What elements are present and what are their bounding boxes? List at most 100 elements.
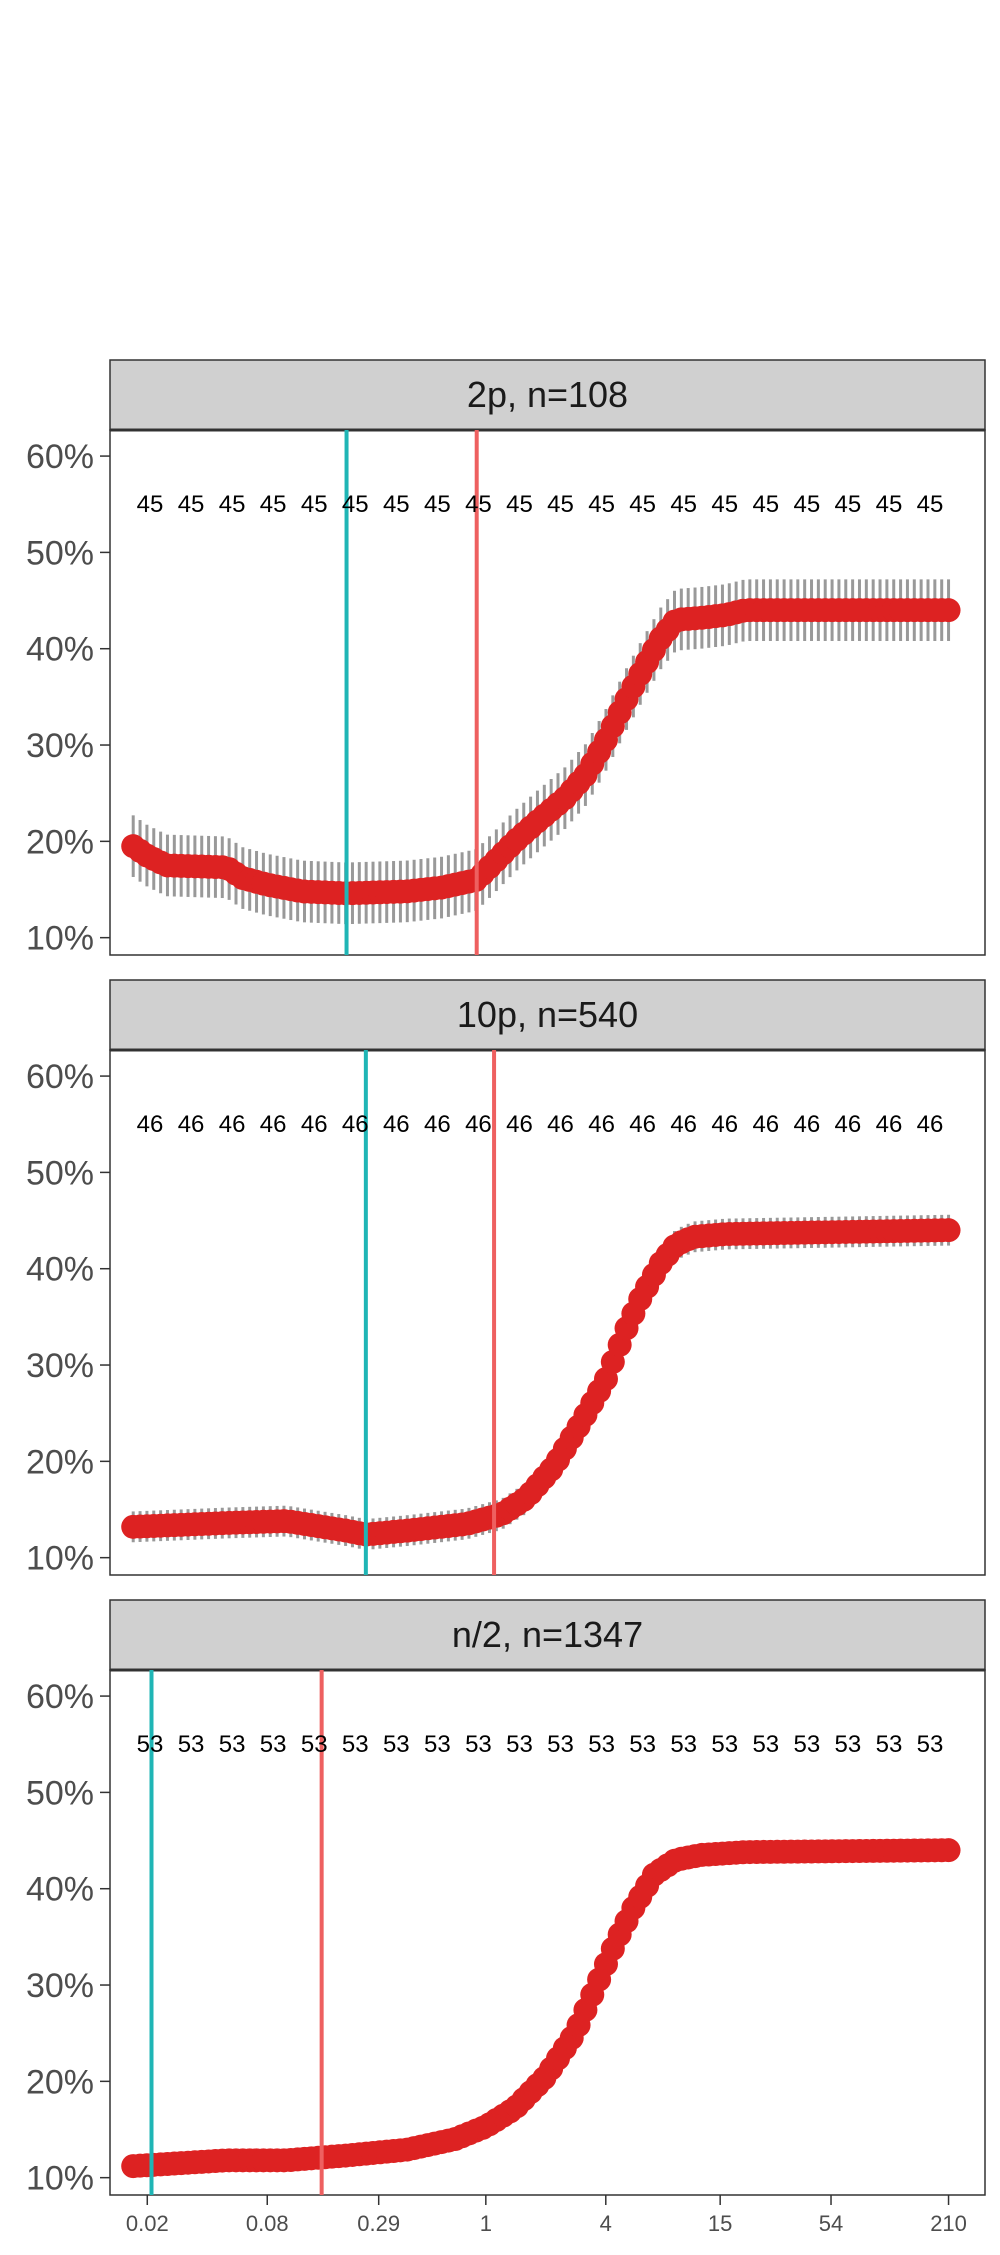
count-labels: 45 45 45 45 45 45 45 45 45 45 45 45 45 45 45 45 45 45 45 45 <box>137 491 944 518</box>
count-label: 45 <box>670 491 697 518</box>
data-points <box>121 579 961 925</box>
count-label: 46 <box>629 1111 656 1138</box>
count-label: 45 <box>588 491 615 518</box>
count-label: 53 <box>588 1731 615 1758</box>
y-tick-label: 50% <box>26 534 94 572</box>
count-label: 53 <box>547 1731 574 1758</box>
count-label: 46 <box>506 1111 533 1138</box>
count-label: 45 <box>547 491 574 518</box>
count-label: 45 <box>506 491 533 518</box>
count-label: 45 <box>178 491 205 518</box>
count-label: 45 <box>465 491 492 518</box>
panel-2: 10p, n=540 10% 20% 30% 40% 50% 60% 46 46 46 46 46 46… <box>26 979 986 1578</box>
data-points <box>121 1838 961 2179</box>
x-tick-label: 4 <box>600 2211 612 2236</box>
y-tick-label: 20% <box>26 823 94 861</box>
count-labels: 53 53 53 53 53 53 53 53 53 53 53 53 53 53 53 53 53 53 53 53 <box>137 1731 944 1758</box>
count-label: 53 <box>260 1731 287 1758</box>
y-tick-label: 20% <box>26 2063 94 2101</box>
count-label: 46 <box>917 1111 944 1138</box>
count-label: 45 <box>260 491 287 518</box>
count-label: 53 <box>178 1731 205 1758</box>
count-label: 53 <box>383 1731 410 1758</box>
count-label: 45 <box>711 491 738 518</box>
count-label: 46 <box>793 1111 820 1138</box>
count-label: 53 <box>752 1731 779 1758</box>
count-label: 45 <box>835 491 862 518</box>
x-tick-label: 0.29 <box>357 2211 400 2236</box>
x-tick-label: 15 <box>708 2211 732 2236</box>
count-label: 46 <box>711 1111 738 1138</box>
y-tick-label: 50% <box>26 1774 94 1812</box>
x-tick-label: 0.08 <box>246 2211 289 2236</box>
count-label: 45 <box>342 491 369 518</box>
data-point <box>936 1218 961 1243</box>
count-label: 53 <box>301 1731 328 1758</box>
x-tick-label: 210 <box>930 2211 967 2236</box>
plot-area-border <box>109 429 986 956</box>
panel-strip-label: 2p, n=108 <box>467 374 628 415</box>
y-tick-label: 40% <box>26 631 94 669</box>
count-label: 45 <box>424 491 451 518</box>
count-label: 46 <box>876 1111 903 1138</box>
count-label: 45 <box>752 491 779 518</box>
count-label: 53 <box>793 1731 820 1758</box>
y-tick-label: 10% <box>26 920 94 958</box>
count-label: 46 <box>137 1111 164 1138</box>
count-label: 53 <box>465 1731 492 1758</box>
panel-strip-label: 10p, n=540 <box>457 994 638 1035</box>
count-label: 46 <box>383 1111 410 1138</box>
count-label: 46 <box>588 1111 615 1138</box>
y-tick-label: 40% <box>26 1871 94 1909</box>
data-point <box>936 598 961 623</box>
panel-strip-label: n/2, n=1347 <box>452 1614 643 1655</box>
y-tick-label: 30% <box>26 1347 94 1385</box>
panel-strip <box>109 979 986 1051</box>
y-tick-label: 40% <box>26 1251 94 1289</box>
count-label: 53 <box>424 1731 451 1758</box>
data-point <box>936 1838 961 1863</box>
count-label: 53 <box>711 1731 738 1758</box>
panel-1: 2p, n=108 10% 20% 30% 40% 50% 60% 45 45 45 45 45 45 4… <box>26 359 986 958</box>
count-label: 45 <box>876 491 903 518</box>
panel-strip <box>109 359 986 431</box>
y-tick-label: 60% <box>26 438 94 476</box>
plot-area-border <box>109 1049 986 1576</box>
count-label: 45 <box>629 491 656 518</box>
count-label: 53 <box>835 1731 862 1758</box>
count-label: 46 <box>301 1111 328 1138</box>
count-label: 53 <box>917 1731 944 1758</box>
y-tick-label: 50% <box>26 1154 94 1192</box>
count-label: 45 <box>383 491 410 518</box>
count-label: 46 <box>752 1111 779 1138</box>
y-tick-label: 30% <box>26 727 94 765</box>
count-label: 53 <box>506 1731 533 1758</box>
count-label: 46 <box>465 1111 492 1138</box>
x-tick-label: 0.02 <box>126 2211 169 2236</box>
count-label: 46 <box>835 1111 862 1138</box>
count-label: 53 <box>342 1731 369 1758</box>
x-tick-label: 54 <box>819 2211 843 2236</box>
count-label: 46 <box>219 1111 246 1138</box>
y-tick-label: 60% <box>26 1678 94 1716</box>
y-tick-label: 20% <box>26 1443 94 1481</box>
count-label: 46 <box>178 1111 205 1138</box>
count-label: 46 <box>547 1111 574 1138</box>
count-label: 45 <box>137 491 164 518</box>
count-label: 46 <box>670 1111 697 1138</box>
count-label: 53 <box>629 1731 656 1758</box>
count-label: 45 <box>219 491 246 518</box>
count-label: 53 <box>219 1731 246 1758</box>
count-label: 46 <box>342 1111 369 1138</box>
count-labels: 46 46 46 46 46 46 46 46 46 46 46 46 46 46 46 46 46 46 46 46 <box>137 1111 944 1138</box>
y-tick-label: 30% <box>26 1967 94 2005</box>
y-tick-label: 10% <box>26 1540 94 1578</box>
count-label: 53 <box>876 1731 903 1758</box>
plot-area-border <box>109 1669 986 2196</box>
count-label: 46 <box>424 1111 451 1138</box>
y-tick-label: 60% <box>26 1058 94 1096</box>
count-label: 53 <box>670 1731 697 1758</box>
